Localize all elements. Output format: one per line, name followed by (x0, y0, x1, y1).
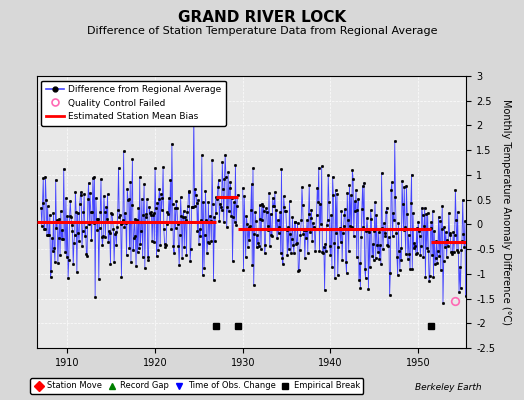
Y-axis label: Monthly Temperature Anomaly Difference (°C): Monthly Temperature Anomaly Difference (… (500, 99, 510, 325)
Legend: Difference from Regional Average, Quality Control Failed, Estimated Station Mean: Difference from Regional Average, Qualit… (41, 80, 226, 126)
Legend: Station Move, Record Gap, Time of Obs. Change, Empirical Break: Station Move, Record Gap, Time of Obs. C… (30, 378, 363, 394)
Text: Berkeley Earth: Berkeley Earth (416, 383, 482, 392)
Text: Difference of Station Temperature Data from Regional Average: Difference of Station Temperature Data f… (87, 26, 437, 36)
Text: GRAND RIVER LOCK: GRAND RIVER LOCK (178, 10, 346, 25)
